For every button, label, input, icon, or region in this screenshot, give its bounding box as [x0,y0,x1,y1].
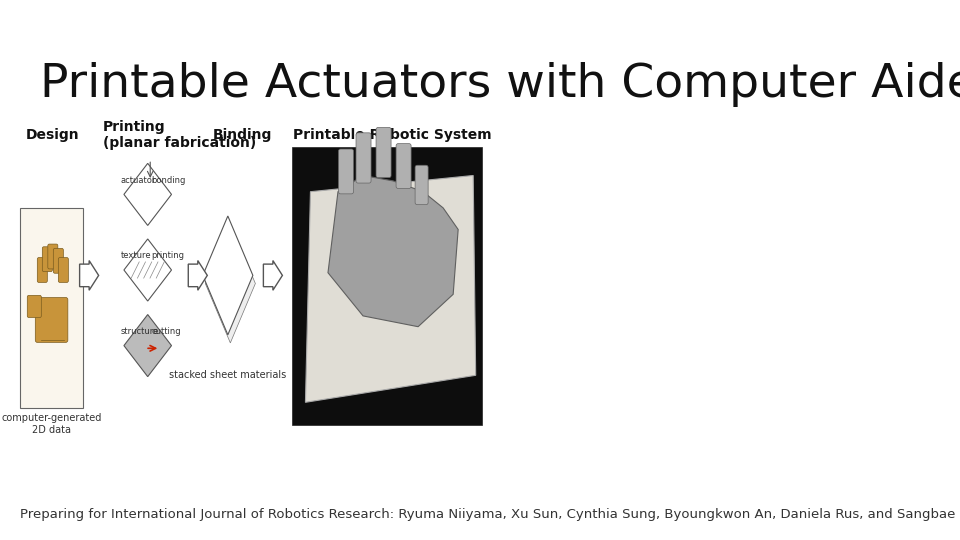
Polygon shape [80,261,99,291]
Text: Preparing for International Journal of Robotics Research: Ryuma Niiyama, Xu Sun,: Preparing for International Journal of R… [20,508,960,521]
Text: printing: printing [152,251,184,260]
Text: texture: texture [121,251,152,260]
Polygon shape [205,224,255,343]
FancyBboxPatch shape [396,144,411,188]
Text: Printing
(planar fabrication): Printing (planar fabrication) [103,120,256,150]
Polygon shape [263,261,282,291]
FancyBboxPatch shape [27,295,41,318]
Text: actuator: actuator [121,176,156,185]
Text: Printable Actuators with Computer Aided Design: Printable Actuators with Computer Aided … [40,62,960,107]
FancyBboxPatch shape [415,165,428,205]
FancyBboxPatch shape [54,248,63,273]
Text: Design: Design [26,128,80,142]
Text: computer-generated
2D data: computer-generated 2D data [1,413,102,435]
Text: stacked sheet materials: stacked sheet materials [169,370,286,380]
Polygon shape [124,314,172,377]
Text: Printable Robotic System: Printable Robotic System [293,128,492,142]
FancyBboxPatch shape [356,133,372,183]
Polygon shape [188,261,207,291]
FancyBboxPatch shape [36,298,68,342]
Polygon shape [124,163,172,226]
Polygon shape [328,176,458,327]
Polygon shape [124,239,172,301]
FancyBboxPatch shape [48,244,58,269]
Text: Binding: Binding [213,128,273,142]
FancyBboxPatch shape [339,149,353,194]
FancyBboxPatch shape [20,208,83,408]
FancyBboxPatch shape [59,258,68,282]
Polygon shape [203,216,252,335]
Polygon shape [305,176,476,402]
Text: cutting: cutting [152,327,181,336]
FancyBboxPatch shape [292,147,482,425]
FancyBboxPatch shape [42,247,53,272]
Text: bonding: bonding [152,176,186,185]
FancyBboxPatch shape [37,258,47,282]
Text: structure: structure [121,327,159,336]
FancyBboxPatch shape [376,127,391,178]
